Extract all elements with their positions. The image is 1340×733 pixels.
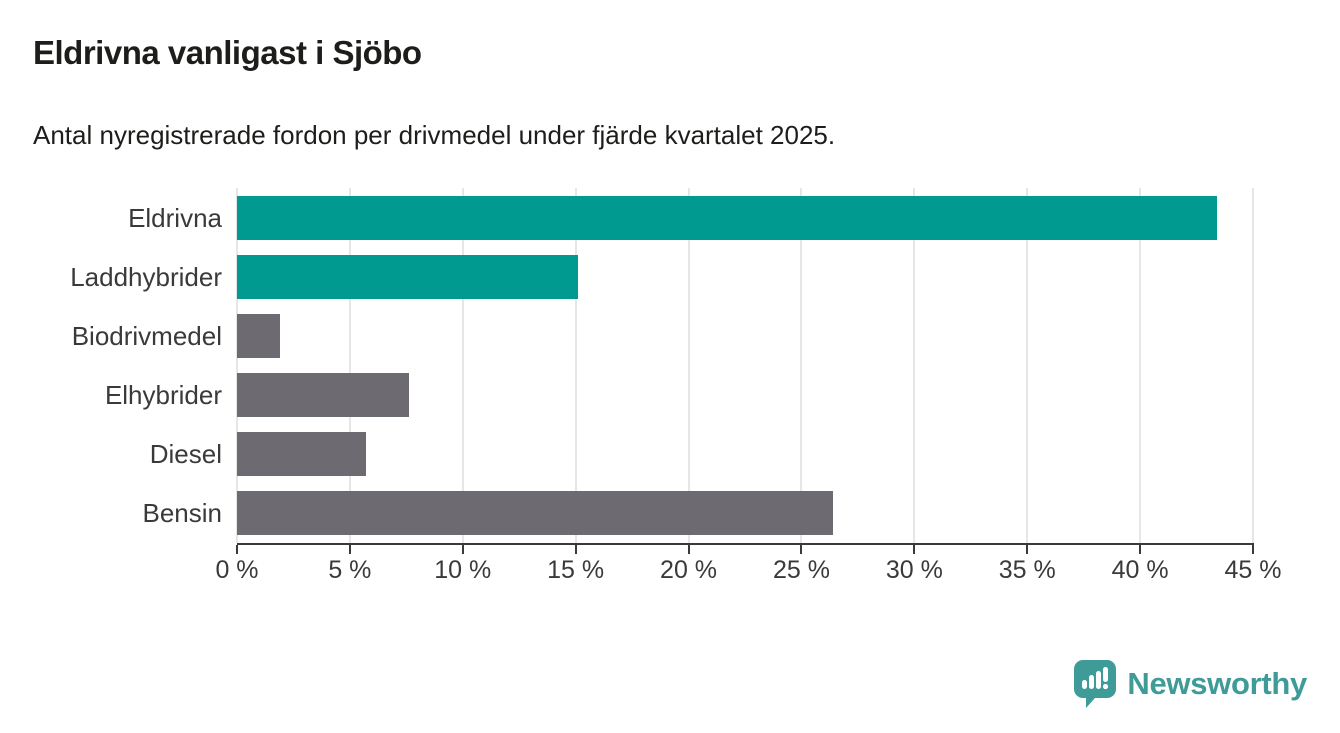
bar-biodrivmedel (237, 313, 280, 358)
gridline-45 (1252, 188, 1254, 543)
chart-title: Eldrivna vanligast i Sjöbo (33, 34, 422, 71)
bar-chart-plot-area (236, 188, 1254, 543)
x-tick-25 (800, 545, 803, 554)
gridline-40 (1139, 188, 1142, 543)
x-tick-label-35: 35 % (998, 556, 1056, 584)
category-label-elhybrider: Elhybrider (104, 380, 222, 411)
category-label-bensin: Bensin (142, 498, 223, 529)
x-tick-label-40: 40 % (1111, 556, 1169, 584)
x-tick-45 (1252, 545, 1254, 554)
category-label-diesel: Diesel (149, 439, 222, 470)
newsworthy-logo-icon (1073, 659, 1117, 709)
x-tick-label-45: 45 % (1224, 556, 1282, 584)
x-tick-label-20: 20 % (660, 556, 718, 584)
gridline-35 (1026, 188, 1029, 543)
gridline-0 (236, 188, 238, 543)
x-tick-label-25: 25 % (772, 556, 830, 584)
x-tick-10 (461, 545, 464, 554)
newsworthy-brand: Newsworthy (1073, 659, 1307, 709)
x-tick-label-30: 30 % (885, 556, 943, 584)
bar-laddhybrider (237, 254, 578, 299)
x-tick-20 (687, 545, 690, 554)
x-tick-0 (236, 545, 238, 554)
x-tick-label-5: 5 % (328, 556, 372, 584)
bar-eldrivna (237, 195, 1217, 240)
gridline-30 (913, 188, 916, 543)
x-tick-40 (1139, 545, 1142, 554)
chart-subtitle: Antal nyregistrerade fordon per drivmede… (33, 120, 836, 150)
bar-diesel (237, 432, 366, 477)
newsworthy-logo-text: Newsworthy (1127, 666, 1307, 701)
gridline-20 (687, 188, 690, 543)
category-label-eldrivna: Eldrivna (128, 202, 222, 233)
gridline-5 (348, 188, 351, 543)
gridline-15 (574, 188, 577, 543)
x-axis-line (237, 543, 1254, 545)
x-tick-15 (574, 545, 577, 554)
x-tick-label-10: 10 % (434, 556, 492, 584)
bar-bensin (237, 491, 834, 536)
category-label-biodrivmedel: Biodrivmedel (71, 320, 222, 351)
category-label-laddhybrider: Laddhybrider (70, 261, 222, 292)
bar-elhybrider (237, 373, 409, 418)
gridline-25 (800, 188, 803, 543)
x-tick-35 (1026, 545, 1029, 554)
x-tick-label-0: 0 % (215, 556, 259, 584)
x-tick-label-15: 15 % (547, 556, 605, 584)
x-tick-5 (348, 545, 351, 554)
x-tick-30 (913, 545, 916, 554)
gridline-10 (461, 188, 464, 543)
